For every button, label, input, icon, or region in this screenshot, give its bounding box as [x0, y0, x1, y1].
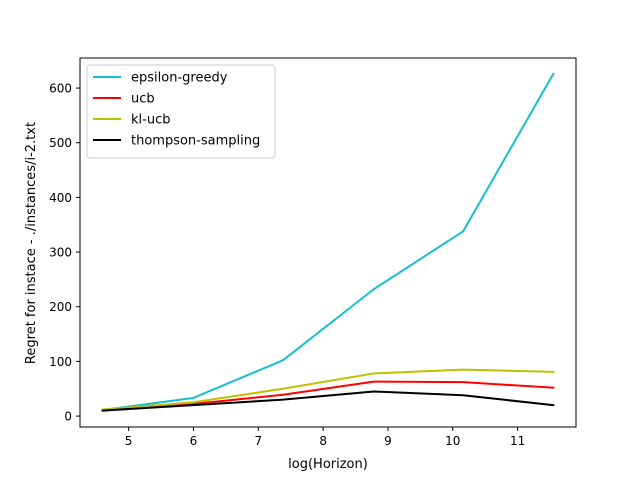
legend-entry-label: thompson-sampling [131, 134, 260, 149]
y-tick-label: 600 [49, 82, 72, 96]
x-tick-label: 8 [319, 434, 327, 448]
y-tick-label: 300 [49, 246, 72, 260]
legend-entry-label: epsilon-greedy [131, 71, 228, 86]
legend-entry-label: kl-ucb [131, 113, 170, 128]
legend: epsilon-greedy ucb kl-ucb thompson-sampling [86, 64, 276, 159]
axes-frame [79, 57, 577, 428]
x-tick-label: 10 [445, 434, 460, 448]
legend-box [86, 64, 276, 159]
x-axis-label: log(Horizon) [288, 457, 368, 472]
legend-entry-label: ucb [131, 92, 155, 107]
x-tick-label: 7 [254, 434, 262, 448]
x-tick-label: 5 [125, 434, 133, 448]
plot-area: 5 6 7 8 9 10 11 0 100 200 300 400 500 600 [49, 57, 577, 448]
series-line-3 [101, 368, 555, 411]
y-tick-label: 100 [49, 355, 72, 369]
y-tick-label: 0 [64, 410, 72, 424]
y-tick-label: 200 [49, 300, 72, 314]
x-tick-label: 11 [510, 434, 525, 448]
y-axis-label: Regret for instace - ./instances/i-2.txt [24, 122, 39, 364]
y-tick-label: 500 [49, 136, 72, 150]
series-line-1 [101, 72, 555, 412]
y-tick-label: 400 [49, 191, 72, 205]
x-tick-label: 9 [384, 434, 392, 448]
x-tick-label: 6 [190, 434, 198, 448]
series-line-4 [101, 390, 555, 412]
